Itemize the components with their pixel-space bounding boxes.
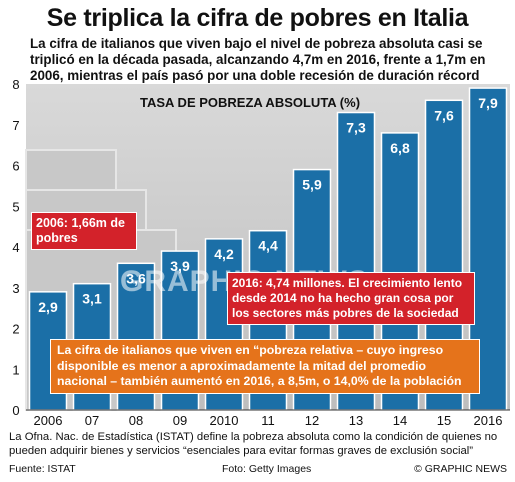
y-tick-label: 6 [12,159,19,174]
bar-value-label: 5,9 [302,177,322,193]
bar-value-label: 3,1 [82,291,102,307]
x-tick-label: 12 [305,413,319,428]
y-tick-label: 4 [12,240,19,255]
y-tick-label: 0 [12,403,19,418]
callout-2006: 2006: 1,66m de pobres [31,212,137,250]
x-tick-label: 14 [393,413,407,428]
footnote: La Ofna. Nac. de Estadística (ISTAT) def… [9,431,498,457]
source: Fuente: ISTAT [9,463,76,475]
bar-value-label: 7,9 [478,95,498,111]
x-tick-label: 11 [261,413,275,428]
x-tick-label: 13 [349,413,363,428]
x-tick-label: 15 [437,413,451,428]
chart-title: TASA DE POBREZA ABSOLUTA (%) [140,95,360,110]
y-tick-label: 7 [12,118,19,133]
bar-value-label: 3,6 [126,270,146,286]
bar-value-label: 4,4 [258,238,278,254]
x-tick-label: 2006 [34,413,63,428]
y-tick-label: 2 [12,322,19,337]
headline: Se triplica la cifra de pobres en Italia [46,4,469,32]
copyright: © GRAPHIC NEWS [414,463,507,475]
bar-value-label: 7,6 [434,107,454,123]
bar-value-label: 4,2 [214,246,234,262]
x-tick-label: 09 [173,413,187,428]
bar-value-label: 3,9 [170,258,190,274]
bar-value-label: 2,9 [38,299,58,315]
y-tick-label: 8 [12,80,19,92]
bar-value-label: 7,3 [346,120,366,136]
x-tick-label: 2016 [474,413,503,428]
y-tick-label: 3 [12,281,19,296]
callout-relative-poverty: La cifra de italianos que viven en “pobr… [50,339,480,394]
standfirst: La cifra de italianos que viven bajo el … [30,36,486,83]
y-tick-label: 1 [12,362,19,377]
x-tick-label: 2010 [210,413,239,428]
bar-value-label: 6,8 [390,140,410,156]
photo-credit: Foto: Getty Images [222,463,312,475]
x-tick-label: 07 [85,413,99,428]
callout-2016: 2016: 4,74 millones. El crecimiento lent… [227,272,475,325]
x-tick-label: 08 [129,413,143,428]
y-tick-label: 5 [12,199,19,214]
